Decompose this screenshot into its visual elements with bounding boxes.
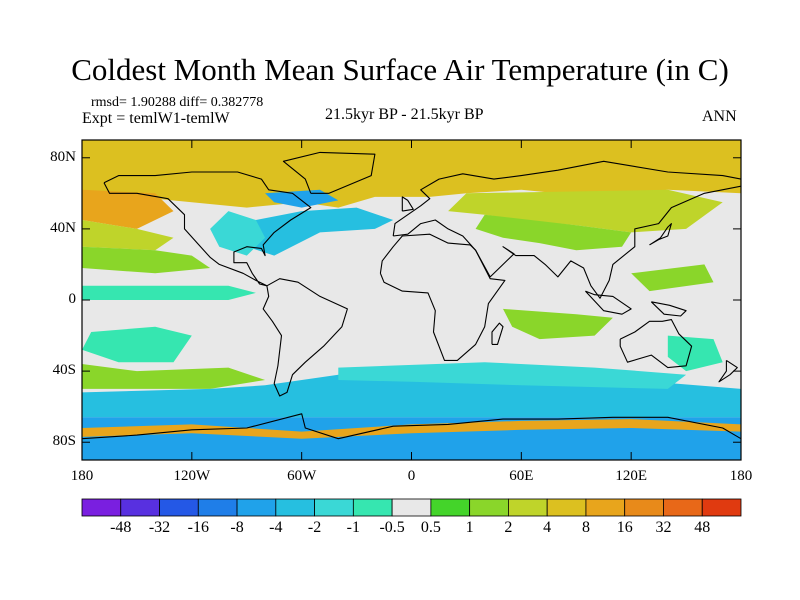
coast-antarctica: [82, 413, 741, 440]
lat-tick-label: 80N: [50, 148, 76, 165]
colorbar-swatch: [624, 498, 664, 517]
season-label: ANN: [702, 108, 737, 125]
colorbar-swatch: [585, 498, 626, 517]
tropical-mint-band: [82, 285, 256, 300]
colorbar-label: -2: [307, 519, 322, 536]
coastlines: [82, 151, 741, 440]
lon-tick-label: 60W: [287, 468, 317, 484]
west-pacific-green: [631, 264, 714, 292]
north-atlantic-blue: [237, 207, 394, 256]
colorbar-label: 2: [504, 519, 513, 536]
colorbar-swatch: [120, 498, 160, 517]
lon-tick-label: 0: [407, 468, 416, 484]
coast-south-america: [262, 278, 348, 397]
antarctic-coast-orange: [82, 419, 741, 439]
colorbar-label: -32: [148, 519, 171, 536]
eurasia-yellow: [448, 189, 723, 233]
lon-tick-label: 180: [70, 468, 94, 484]
colorbar-label: -8: [230, 519, 244, 536]
lon-tick-label: 60E: [509, 468, 534, 484]
coast-eurasia: [392, 160, 741, 299]
coast-australia: [619, 319, 693, 369]
colorbar-swatch: [352, 498, 393, 517]
indian-ocean-green: [503, 308, 613, 340]
map-title: Coldest Month Mean Surface Air Temperatu…: [71, 52, 729, 87]
rmsd-diff-stats: rmsd= 1.90288 diff= 0.382778: [91, 95, 264, 110]
colorbar-swatch: [159, 498, 199, 517]
colorbar-label: -1: [346, 519, 361, 536]
coast-japan: [649, 223, 672, 246]
colorbar-label: 48: [694, 519, 711, 536]
colorbar: [81, 498, 742, 517]
colorbar-swatch: [701, 498, 742, 517]
coast-north-america: [103, 171, 312, 287]
south-pacific-mint: [82, 326, 192, 363]
coast-new-zealand: [718, 359, 738, 383]
colorbar-label: -48: [110, 519, 132, 536]
colorbar-label: -0.5: [379, 519, 405, 536]
coast-africa: [379, 233, 506, 361]
coast-uk: [401, 196, 414, 212]
colorbar-label: -4: [269, 519, 283, 536]
southern-ocean-teal: [338, 362, 687, 389]
north-america-teal: [210, 211, 266, 256]
colorbar-swatch: [430, 498, 471, 517]
lon-tick-label: 180: [729, 468, 753, 484]
lat-tick-label: 40N: [50, 219, 76, 236]
coast-greenland: [282, 151, 376, 194]
colorbar-label: 16: [616, 519, 633, 536]
lat-tick-label: 0: [68, 291, 77, 307]
colorbar-swatch: [546, 498, 587, 517]
eurasia-green: [475, 214, 632, 251]
colorbar-label: 32: [655, 519, 672, 536]
arctic-warm-band: [82, 140, 741, 208]
colorbar-label: 8: [581, 519, 590, 536]
colorbar-label: -16: [187, 519, 209, 536]
south-pacific-green: [82, 364, 266, 389]
lat-tick-label: 40S: [52, 362, 76, 379]
colorbar-swatch: [197, 498, 238, 517]
colorbar-label: 0.5: [420, 519, 441, 536]
colorbar-swatch: [469, 498, 509, 517]
labrador-blue: [265, 189, 339, 208]
colorbar-swatch: [391, 498, 432, 517]
colorbar-swatch: [81, 498, 122, 517]
temperature-field: [82, 140, 741, 460]
north-pacific-yellow: [82, 220, 174, 251]
colorbar-label: 1: [465, 519, 474, 536]
experiment-label: Expt = temlW1-temlW: [82, 110, 230, 127]
colorbar-swatch: [275, 498, 315, 517]
subtropical-pacific-green: [82, 246, 211, 274]
coast-new-guinea: [650, 301, 687, 317]
coast-madagascar: [491, 322, 504, 345]
lat-tick-label: 80S: [52, 433, 76, 450]
colorbar-swatch: [508, 498, 548, 517]
colorbar-swatch: [236, 498, 277, 517]
coast-indonesia: [584, 290, 632, 315]
north-pacific-warm: [82, 189, 174, 229]
lon-tick-label: 120W: [173, 468, 211, 484]
colorbar-swatch: [663, 498, 703, 517]
colorbar-swatch: [314, 498, 354, 517]
period-label: 21.5kyr BP - 21.5kyr BP: [325, 106, 484, 123]
lon-tick-label: 120E: [615, 468, 647, 484]
axis-ticks: [81, 140, 742, 460]
australia-mint: [667, 335, 723, 372]
colorbar-label: 4: [543, 519, 552, 536]
